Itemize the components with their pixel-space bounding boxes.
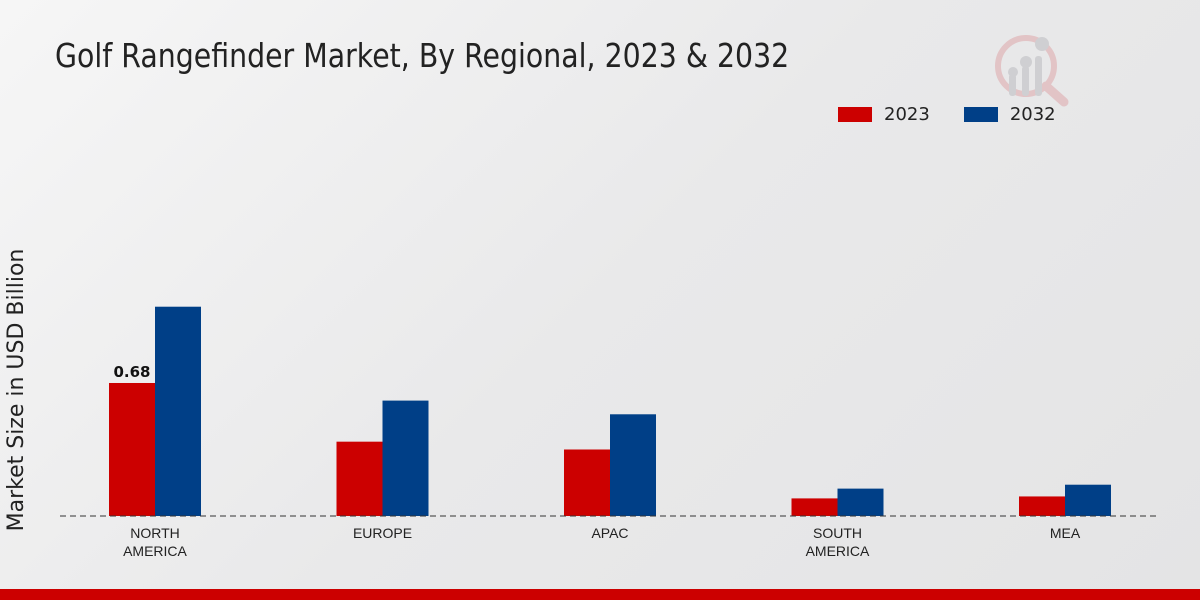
bar-2023-0 bbox=[109, 382, 155, 516]
chart-title: Golf Rangefinder Market, By Regional, 20… bbox=[55, 36, 790, 75]
x-tick-label: NORTH AMERICA bbox=[123, 525, 187, 559]
bar-2032-3 bbox=[837, 488, 884, 516]
legend-item-2032: 2032 bbox=[963, 104, 1056, 125]
legend: 2023 2032 bbox=[838, 104, 1056, 125]
legend-label-2023: 2023 bbox=[884, 104, 930, 125]
bar-2023-3 bbox=[791, 498, 838, 516]
x-tick-label: MEA bbox=[1050, 525, 1081, 541]
legend-swatch-2023 bbox=[838, 107, 872, 122]
footer-bar bbox=[0, 589, 1200, 600]
bar-2032-0 bbox=[155, 306, 201, 516]
brand-logo-icon bbox=[995, 35, 1069, 107]
bar-2023-4 bbox=[1019, 496, 1065, 516]
bar-2032-2 bbox=[610, 414, 656, 516]
bar-2032-1 bbox=[382, 400, 429, 516]
legend-item-2023: 2023 bbox=[838, 104, 930, 125]
x-tick-label: SOUTH AMERICA bbox=[806, 525, 870, 559]
data-label: 0.68 bbox=[113, 363, 150, 381]
bar-2023-2 bbox=[564, 449, 610, 516]
x-tick-label: EUROPE bbox=[353, 525, 412, 541]
legend-label-2032: 2032 bbox=[1009, 104, 1056, 125]
x-tick-label: APAC bbox=[591, 525, 628, 541]
bar-2032-4 bbox=[1065, 484, 1111, 516]
bar-2023-1 bbox=[336, 441, 383, 516]
legend-swatch-2032 bbox=[963, 107, 998, 122]
